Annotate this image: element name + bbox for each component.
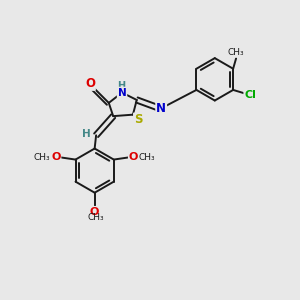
Text: Cl: Cl: [244, 90, 256, 100]
Text: O: O: [90, 207, 99, 217]
Text: CH₃: CH₃: [228, 48, 244, 57]
Text: N: N: [118, 88, 126, 98]
Text: O: O: [129, 152, 138, 162]
Text: CH₃: CH₃: [88, 213, 104, 222]
Text: O: O: [51, 152, 61, 162]
Text: O: O: [85, 77, 95, 90]
Text: H: H: [82, 129, 91, 139]
Text: CH₃: CH₃: [139, 153, 155, 162]
Text: S: S: [134, 113, 142, 127]
Text: CH₃: CH₃: [34, 153, 50, 162]
Text: H: H: [117, 81, 125, 91]
Text: N: N: [156, 102, 166, 115]
